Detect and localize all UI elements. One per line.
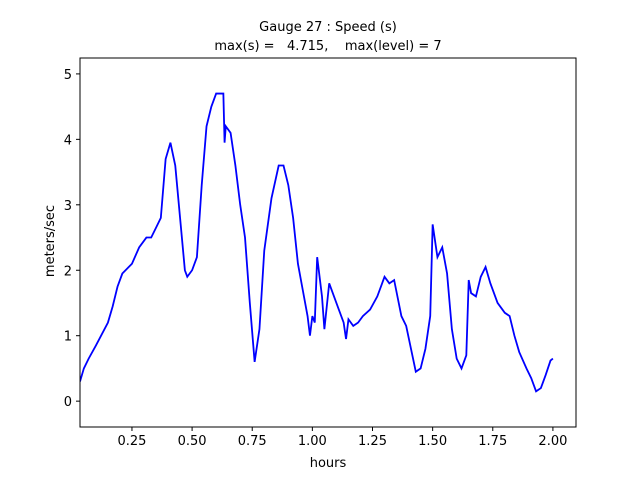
y-tick-label: 2 bbox=[64, 264, 72, 279]
y-tick-label: 0 bbox=[64, 395, 72, 410]
x-tick-label: 0.50 bbox=[178, 434, 207, 449]
x-tick-label: 1.25 bbox=[358, 434, 387, 449]
plot-frame bbox=[79, 57, 577, 428]
x-tick-label: 1.50 bbox=[418, 434, 447, 449]
x-tick-label: 1.00 bbox=[298, 434, 327, 449]
y-tick-label: 1 bbox=[64, 330, 72, 345]
x-axis-label: hours bbox=[310, 456, 347, 471]
line-series bbox=[80, 92, 554, 393]
y-tick-label: 4 bbox=[64, 133, 72, 148]
chart-subtitle: max(s) = 4.715, max(level) = 7 bbox=[214, 39, 441, 54]
y-axis-label: meters/sec bbox=[43, 205, 58, 277]
y-tick-label: 3 bbox=[64, 199, 72, 214]
x-tick-label: 0.75 bbox=[238, 434, 267, 449]
chart-title: Gauge 27 : Speed (s) bbox=[259, 20, 397, 35]
y-tick-label: 5 bbox=[64, 68, 72, 83]
x-tick-label: 0.25 bbox=[117, 434, 146, 449]
x-tick-label: 2.00 bbox=[538, 434, 567, 449]
x-tick-label: 1.75 bbox=[478, 434, 507, 449]
